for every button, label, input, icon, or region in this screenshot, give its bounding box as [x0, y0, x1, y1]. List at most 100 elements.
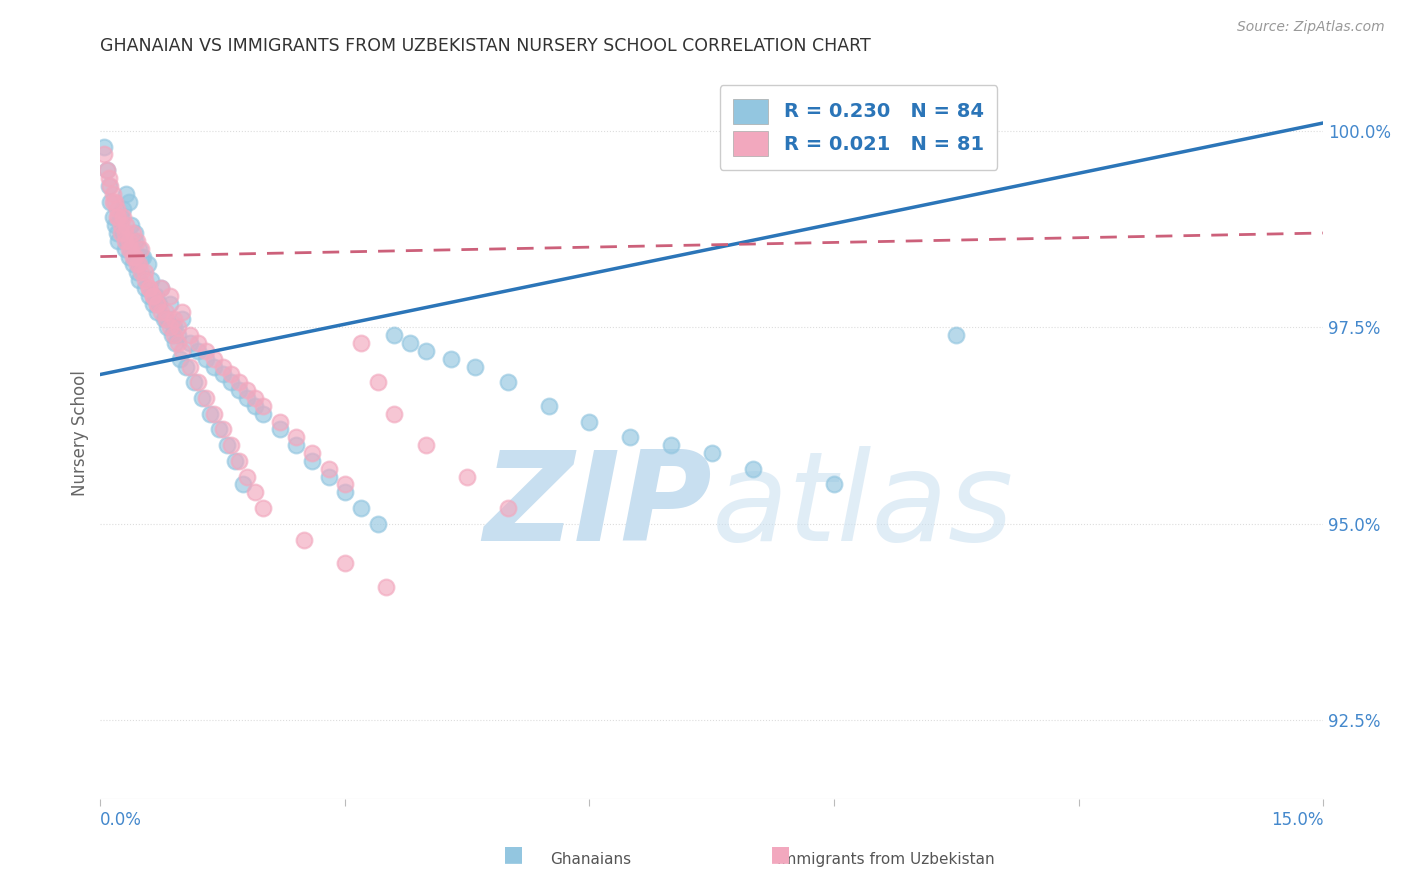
Point	[382, 407, 405, 421]
Point	[367, 516, 389, 531]
Point	[101, 186, 124, 201]
Point	[118, 250, 141, 264]
Point	[125, 234, 148, 248]
Point	[150, 281, 173, 295]
Point	[228, 454, 250, 468]
Point	[110, 226, 132, 240]
Point	[96, 163, 118, 178]
Point	[115, 234, 138, 248]
Point	[204, 359, 226, 374]
Point	[110, 211, 132, 225]
Point	[93, 147, 115, 161]
Point	[269, 422, 291, 436]
Point	[136, 257, 159, 271]
Point	[236, 469, 259, 483]
Point	[155, 312, 177, 326]
Point	[105, 226, 128, 240]
Point	[232, 477, 254, 491]
Point	[107, 211, 129, 225]
Point	[155, 304, 177, 318]
Point	[129, 250, 152, 264]
Point	[139, 273, 162, 287]
Point	[110, 218, 132, 232]
Point	[195, 343, 218, 358]
Point	[179, 336, 201, 351]
Point	[285, 438, 308, 452]
Point	[159, 297, 181, 311]
Point	[169, 351, 191, 366]
Point	[97, 178, 120, 193]
Point	[105, 202, 128, 217]
Point	[183, 376, 205, 390]
Point	[228, 376, 250, 390]
Point	[236, 391, 259, 405]
Point	[207, 422, 229, 436]
Point	[101, 211, 124, 225]
Point	[145, 289, 167, 303]
Point	[112, 226, 135, 240]
Point	[301, 454, 323, 468]
Point	[120, 218, 142, 232]
Point	[245, 399, 267, 413]
Point	[415, 438, 437, 452]
Point	[104, 218, 127, 232]
Point	[945, 328, 967, 343]
Point	[215, 438, 238, 452]
Point	[204, 407, 226, 421]
Point	[132, 250, 155, 264]
Point	[333, 485, 356, 500]
Point	[97, 171, 120, 186]
Point	[245, 391, 267, 405]
Point	[114, 226, 136, 240]
Point	[120, 242, 142, 256]
Point	[374, 580, 396, 594]
Point	[285, 430, 308, 444]
Point	[150, 304, 173, 318]
Point	[114, 234, 136, 248]
Point	[156, 320, 179, 334]
Point	[179, 328, 201, 343]
Text: atlas: atlas	[711, 446, 1014, 567]
Point	[163, 320, 186, 334]
Point	[125, 257, 148, 271]
Text: ■: ■	[503, 845, 523, 864]
Point	[195, 351, 218, 366]
Point	[191, 391, 214, 405]
Point	[166, 336, 188, 351]
Point	[128, 257, 150, 271]
Point	[252, 399, 274, 413]
Point	[456, 469, 478, 483]
Point	[211, 422, 233, 436]
Point	[118, 242, 141, 256]
Point	[228, 383, 250, 397]
Point	[105, 211, 128, 225]
Point	[115, 186, 138, 201]
Point	[98, 194, 121, 209]
Point	[165, 336, 187, 351]
Point	[134, 265, 156, 279]
Point	[96, 163, 118, 178]
Point	[112, 202, 135, 217]
Point	[318, 462, 340, 476]
Point	[741, 462, 763, 476]
Point	[204, 351, 226, 366]
Text: Source: ZipAtlas.com: Source: ZipAtlas.com	[1237, 20, 1385, 34]
Point	[104, 194, 127, 209]
Point	[163, 312, 186, 326]
Text: 0.0%: 0.0%	[100, 811, 142, 829]
Point	[578, 415, 600, 429]
Point	[179, 359, 201, 374]
Point	[122, 257, 145, 271]
Point	[350, 336, 373, 351]
Point	[153, 312, 176, 326]
Point	[440, 351, 463, 366]
Point	[146, 297, 169, 311]
Point	[619, 430, 641, 444]
Point	[236, 383, 259, 397]
Point	[333, 556, 356, 570]
Point	[301, 446, 323, 460]
Point	[496, 376, 519, 390]
Point	[367, 376, 389, 390]
Text: ■: ■	[770, 845, 790, 864]
Point	[142, 289, 165, 303]
